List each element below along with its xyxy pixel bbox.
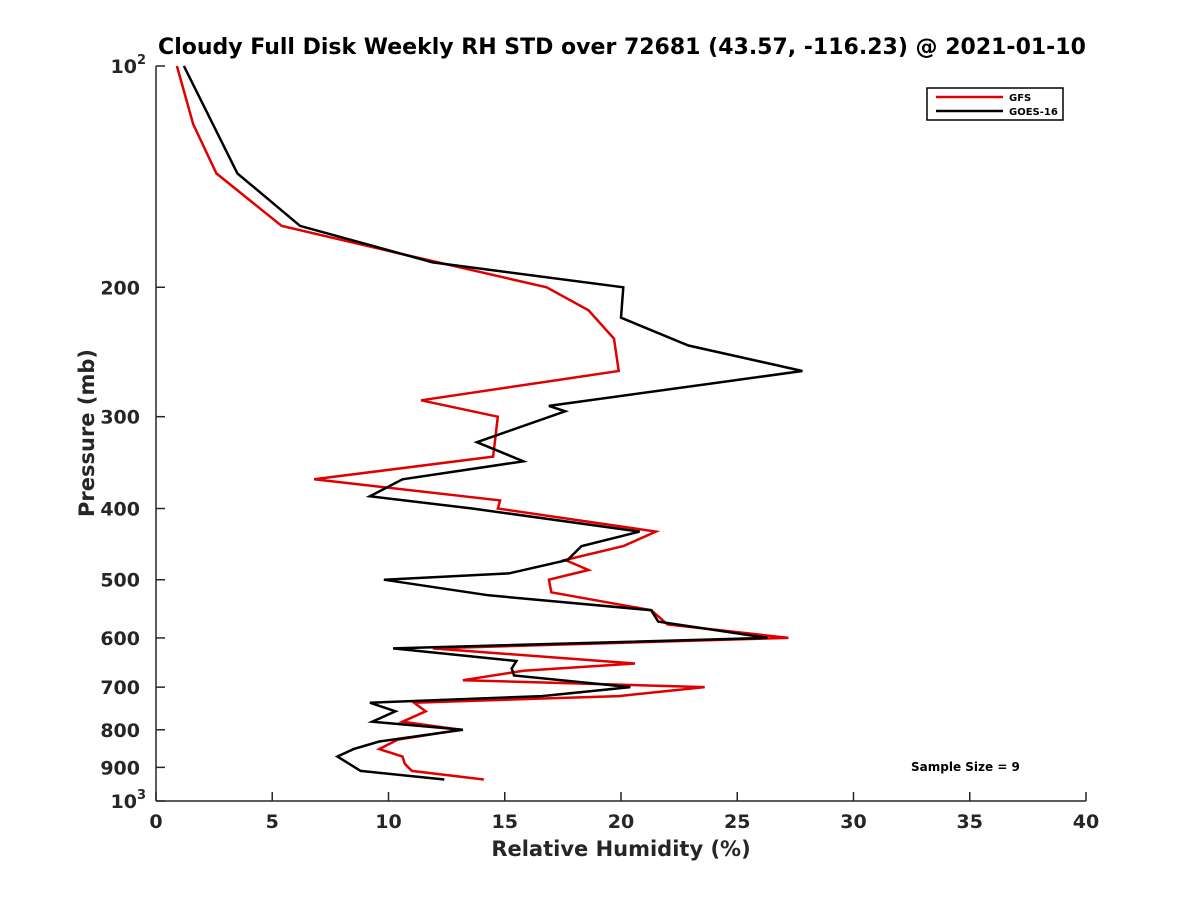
y-tick-label: 200 [100, 277, 140, 299]
x-tick-label: 5 [266, 811, 279, 833]
y-tick-label: 102 [111, 53, 147, 78]
x-tick-label: 35 [957, 811, 983, 833]
x-ticks: 0 5 10 15 20 25 30 35 40 [149, 792, 1099, 833]
chart-title: Cloudy Full Disk Weekly RH STD over 7268… [158, 35, 1086, 60]
x-tick-label: 0 [149, 811, 162, 833]
goes16-line [182, 65, 803, 781]
y-tick-label: 800 [100, 720, 140, 742]
sample-size-annotation: Sample Size = 9 [911, 760, 1020, 774]
plot-area: 0 5 10 15 20 25 30 35 40 102 200 300 400 500 600 700 80… [100, 53, 1099, 833]
legend: GFS GOES-16 [926, 87, 1064, 121]
y-tick-label: 500 [100, 570, 140, 592]
y-tick-label: 900 [100, 757, 140, 779]
x-tick-label: 25 [724, 811, 750, 833]
gfs-line [175, 65, 789, 781]
x-tick-label: 15 [492, 811, 518, 833]
y-tick-label: 600 [100, 628, 140, 650]
legend-box [926, 87, 1064, 121]
x-tick-label: 30 [840, 811, 866, 833]
x-tick-label: 40 [1073, 811, 1099, 833]
y-tick-label: 300 [100, 407, 140, 429]
series-lines [175, 65, 803, 781]
x-tick-label: 20 [608, 811, 634, 833]
legend-label-gfs: GFS [1009, 93, 1031, 104]
y-tick-label: 700 [100, 677, 140, 699]
y-tick-label: 103 [111, 788, 147, 813]
y-tick-label: 400 [100, 499, 140, 521]
x-tick-label: 10 [375, 811, 401, 833]
legend-label-goes16: GOES-16 [1009, 107, 1058, 118]
y-axis-label: Pressure (mb) [75, 349, 99, 517]
x-axis-label: Relative Humidity (%) [491, 837, 750, 861]
y-ticks: 102 200 300 400 500 600 700 800 900 103 [100, 53, 165, 813]
